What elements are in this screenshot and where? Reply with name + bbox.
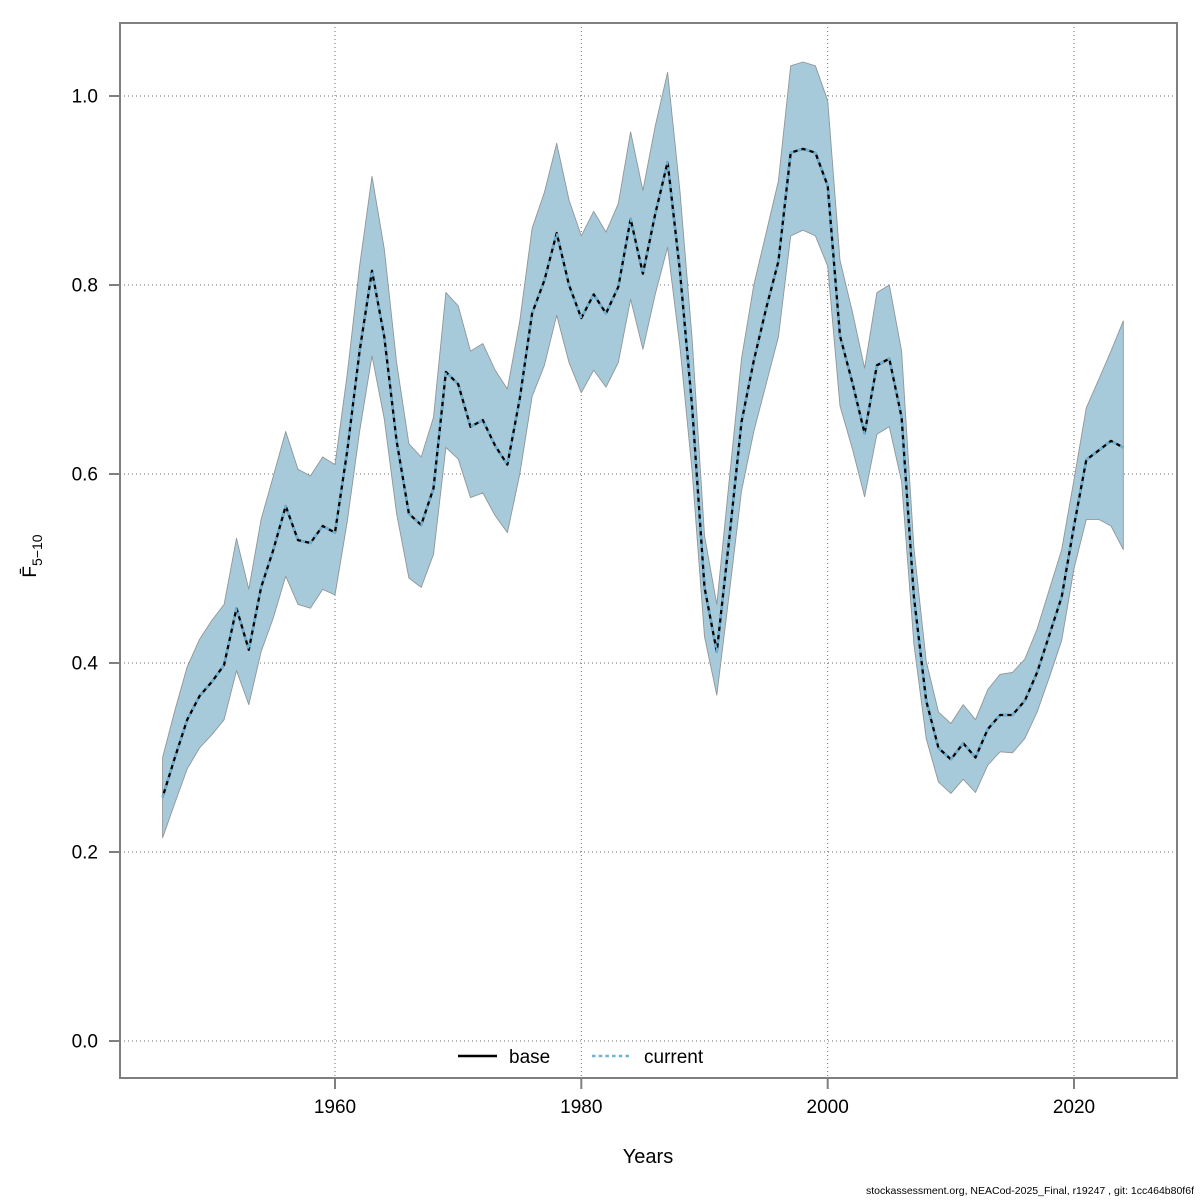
x-tick-label: 1980: [560, 1097, 602, 1118]
series-layer: [161, 147, 1124, 798]
legend-base-label: base: [509, 1047, 550, 1068]
y-tick-label: 0.6: [72, 465, 98, 486]
y-axis-title-subscript: 5−10: [29, 534, 45, 566]
x-tick-label: 1960: [314, 1097, 356, 1118]
x-tick-label: 2020: [1053, 1097, 1095, 1118]
confidence-band-layer: [162, 61, 1124, 839]
y-tick-label: 0.4: [72, 654, 99, 675]
axis-ticks: [109, 95, 1075, 1089]
y-tick-label: 1.0: [72, 87, 98, 108]
x-tick-label: 2000: [807, 1097, 849, 1118]
legend: base current: [458, 1047, 704, 1068]
y-tick-label: 0.8: [72, 276, 98, 297]
axis-tick-labels: 1960 1980 2000 2020 0.0 0.2 0.4 0.6 0.8 1.0: [72, 87, 1096, 1119]
confidence-band: [162, 61, 1124, 839]
legend-current-label: current: [644, 1047, 704, 1068]
plot-footer-attribution: stockassessment.org, NEACod-2025_Final, …: [866, 1185, 1194, 1197]
y-axis-title: F̄5−10: [20, 534, 45, 577]
x-axis-title: Years: [623, 1146, 673, 1168]
y-tick-label: 0.0: [72, 1032, 98, 1053]
y-tick-label: 0.2: [72, 843, 98, 864]
plot-frame: [119, 22, 1178, 1079]
y-axis-title-main: F̄: [20, 566, 41, 578]
current-series-line: [161, 147, 1124, 798]
